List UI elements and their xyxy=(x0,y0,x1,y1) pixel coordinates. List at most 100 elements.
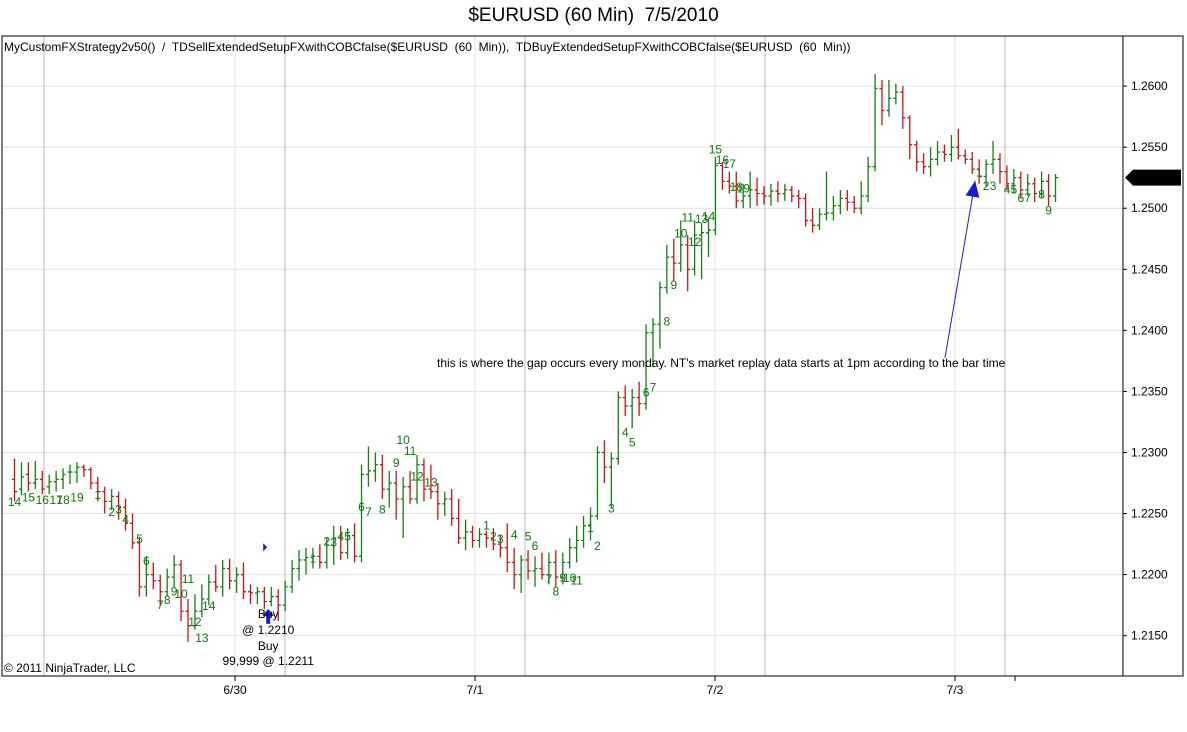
ohlc-bar xyxy=(345,528,351,559)
td-count: 14 xyxy=(702,209,716,223)
ohlc-bar xyxy=(331,525,337,565)
last-price-tag: 1.2525 xyxy=(1125,169,1181,186)
td-count: 1 xyxy=(587,521,594,535)
ohlc-bar xyxy=(1046,174,1052,206)
ohlc-bar xyxy=(372,452,378,482)
ohlc-bar xyxy=(657,281,663,349)
td-count: 5 xyxy=(344,529,351,543)
td-count: 4 xyxy=(1004,183,1011,197)
y-tick-label: 1.2500 xyxy=(1131,201,1168,215)
td-count: 3 xyxy=(990,179,997,193)
ohlc-bar xyxy=(1025,174,1031,196)
td-count: 3 xyxy=(497,532,504,546)
ohlc-bar xyxy=(185,599,191,642)
ohlc-bar xyxy=(150,562,156,590)
y-tick-label: 1.2550 xyxy=(1131,140,1168,154)
ohlc-bar xyxy=(379,454,385,499)
ohlc-bar xyxy=(192,594,198,630)
ohlc-bar xyxy=(1032,177,1038,203)
td-count: 7 xyxy=(157,598,164,612)
ohlc-bar xyxy=(650,318,656,367)
ohlc-bar xyxy=(525,550,531,580)
ohlc-bar xyxy=(622,385,628,416)
y-tick-label: 1.2350 xyxy=(1131,384,1168,398)
td-count: 5 xyxy=(525,529,532,543)
td-count: 10 xyxy=(563,571,577,585)
ohlc-bar xyxy=(497,535,503,558)
td-count: 3 xyxy=(608,501,615,515)
indicator-label: MyCustomFXStrategy2v50() / TDSellExtende… xyxy=(4,40,851,54)
y-axis: 1.2150 1.2200 1.2250 1.2300 1.2350 1.2400 1.24… xyxy=(1123,79,1168,643)
ohlc-bar xyxy=(712,156,718,236)
ohlc-bar xyxy=(546,552,552,585)
x-tick-label: 7/1 xyxy=(467,683,484,697)
ohlc-bar xyxy=(123,498,129,531)
ohlc-bar xyxy=(109,489,115,510)
ohlc-bar xyxy=(178,559,184,622)
ohlc-bar xyxy=(359,464,364,563)
ohlc-bar xyxy=(129,513,135,549)
td-count: 8 xyxy=(664,314,671,328)
ohlc-bar xyxy=(511,547,517,590)
ohlc-bar xyxy=(261,586,267,609)
td-count: 10 xyxy=(396,433,410,447)
ohlc-bar xyxy=(907,115,913,160)
td-count: 11 xyxy=(681,211,694,225)
ohlc-bar xyxy=(241,562,247,600)
ohlc-bar xyxy=(761,186,767,205)
td-count: 18 xyxy=(56,493,70,507)
td-count: 7 xyxy=(546,572,553,586)
td-count: 9 xyxy=(393,456,400,470)
last-price-box xyxy=(1125,169,1181,186)
ohlc-bar xyxy=(955,128,961,160)
td-count: 3 xyxy=(330,536,337,550)
td-count: 13 xyxy=(195,631,209,645)
ohlc-bar xyxy=(407,470,413,504)
td-count: 7 xyxy=(365,505,372,519)
td-count: 4 xyxy=(511,528,518,542)
td-count: 7 xyxy=(1024,191,1031,205)
td-count: 1 xyxy=(976,165,983,179)
grid-lines xyxy=(2,36,1123,676)
y-tick-label: 1.2150 xyxy=(1131,629,1168,643)
td-count: 5 xyxy=(136,532,143,546)
ohlc-bar xyxy=(837,189,843,215)
ohlc-bar xyxy=(817,208,823,231)
td-count: 1 xyxy=(94,488,101,502)
td-count: 16 xyxy=(36,493,50,507)
td-count: 10 xyxy=(674,227,688,241)
ohlc-bar xyxy=(608,452,614,508)
ohlc-bar xyxy=(136,536,142,597)
ohlc-bar xyxy=(615,391,621,465)
ohlc-bar xyxy=(789,186,795,203)
td-count: 17 xyxy=(49,493,63,507)
ohlc-bar xyxy=(310,547,316,569)
td-count: 2 xyxy=(983,179,990,193)
td-count: 9 xyxy=(670,278,677,292)
td-count: 4 xyxy=(122,512,129,526)
ohlc-bar xyxy=(449,489,455,526)
ohlc-bar xyxy=(74,462,80,484)
ohlc-bar xyxy=(60,468,66,490)
ohlc-bar xyxy=(254,586,260,604)
td-count: 19 xyxy=(70,490,84,504)
ohlc-bar xyxy=(428,464,434,499)
ohlc-bar xyxy=(470,525,476,548)
ohlc-bar xyxy=(969,152,975,175)
ohlc-bar xyxy=(32,461,38,490)
ohlc-bar xyxy=(95,476,101,502)
td-count: 15 xyxy=(709,142,723,156)
ohlc-bar xyxy=(81,464,87,477)
ohlc-bar xyxy=(213,564,219,592)
td-count: 9 xyxy=(559,571,566,585)
ohlc-bar xyxy=(532,556,538,587)
ohlc-bar xyxy=(518,555,524,593)
td-count: 14 xyxy=(8,495,22,509)
td-count: 6 xyxy=(358,500,365,514)
ohlc-bar xyxy=(1011,169,1017,194)
ohlc-bar xyxy=(88,467,94,490)
ohlc-bar xyxy=(872,73,878,172)
ohlc-bar xyxy=(643,324,649,410)
